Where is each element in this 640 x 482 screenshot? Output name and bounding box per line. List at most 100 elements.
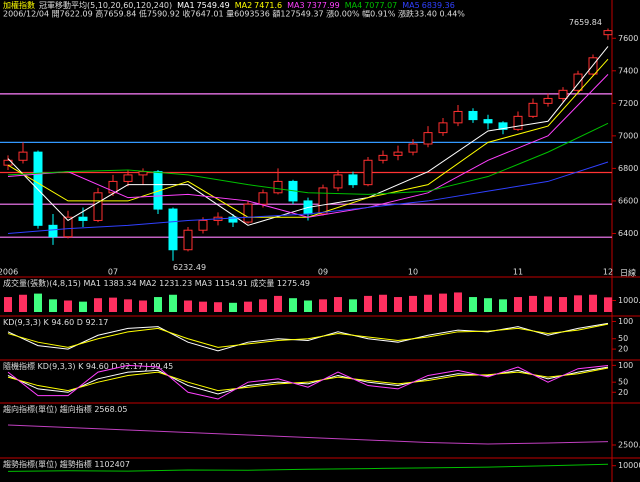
candle-body bbox=[243, 203, 253, 223]
y-tick-label: 7000 bbox=[618, 131, 638, 140]
candle-body bbox=[228, 216, 238, 223]
y-tick-label: 1000000 bbox=[618, 461, 640, 470]
panel-title: KD(9,3,3) K 94.60 D 92.17 bbox=[3, 318, 108, 327]
x-tick-label: 09 bbox=[318, 268, 328, 277]
volume-bar bbox=[484, 298, 492, 312]
volume-bar bbox=[169, 294, 177, 312]
candle-body bbox=[573, 73, 583, 91]
y-tick-label: 7400 bbox=[618, 66, 638, 75]
legend-name: MA5 bbox=[402, 1, 419, 10]
volume-bar bbox=[214, 302, 222, 312]
y-tick-label: 6400 bbox=[618, 229, 638, 238]
volume-bar bbox=[514, 297, 522, 312]
candle-body bbox=[498, 122, 508, 130]
legend-value: 7549.49 bbox=[197, 1, 230, 10]
candle-body bbox=[258, 192, 268, 205]
candle-body bbox=[393, 151, 403, 156]
y-tick-label: 7600 bbox=[618, 34, 638, 43]
x-tick-label: 10 bbox=[408, 268, 418, 277]
candle-body bbox=[468, 110, 478, 121]
volume-bar bbox=[184, 300, 192, 312]
legend-name: MA2 bbox=[235, 1, 252, 10]
candle-body bbox=[423, 132, 433, 145]
candle-body bbox=[453, 110, 463, 124]
volume-bar bbox=[409, 295, 417, 312]
candle-body bbox=[138, 171, 148, 176]
candle-body bbox=[168, 208, 178, 251]
candle-body bbox=[543, 97, 553, 104]
volume-bar bbox=[229, 302, 237, 312]
panel-title: 趨向指標(單位) 趨向指標 2568.05 bbox=[3, 404, 127, 414]
candle-body bbox=[483, 119, 493, 124]
low-annotation: 6232.49 bbox=[173, 263, 206, 272]
candle-body bbox=[378, 154, 388, 161]
candle-body bbox=[108, 180, 118, 194]
series-line bbox=[7, 46, 609, 226]
legend-value: 7077.07 bbox=[364, 1, 397, 10]
subtitle: 冠軍移動平均(5,10,20,60,120,240) bbox=[39, 0, 172, 10]
volume-bar bbox=[19, 294, 27, 312]
panel-title: 成交量(張數)(4,8,15) MA1 1383.34 MA2 1231.23 … bbox=[3, 278, 310, 288]
candle-body bbox=[408, 143, 418, 153]
x-tick-label: 2006 bbox=[0, 268, 18, 277]
series-line bbox=[7, 366, 609, 395]
volume-bar bbox=[79, 301, 87, 312]
y-tick-label: 1000.00 bbox=[618, 296, 640, 305]
candle-body bbox=[363, 159, 373, 186]
volume-bar bbox=[574, 295, 582, 312]
y-tick-label: 50 bbox=[618, 378, 628, 387]
legend-value: 7471.6 bbox=[254, 1, 282, 10]
legend-name: MA4 bbox=[345, 1, 362, 10]
candle-body bbox=[273, 180, 283, 194]
volume-bar bbox=[244, 301, 252, 312]
volume-bar bbox=[124, 299, 132, 312]
series-line bbox=[7, 364, 609, 400]
volume-bar bbox=[529, 295, 537, 312]
candle-body bbox=[198, 219, 208, 231]
candle-body bbox=[333, 174, 343, 189]
y-tick-label: 20 bbox=[618, 345, 628, 354]
volume-bar bbox=[499, 299, 507, 312]
volume-bar bbox=[154, 297, 162, 312]
candle-body bbox=[63, 216, 73, 238]
title-text: 加權指數 bbox=[3, 0, 35, 10]
series-line bbox=[7, 122, 609, 195]
candle-body bbox=[33, 151, 43, 226]
candle-body bbox=[18, 151, 28, 161]
period-label: 日線 bbox=[620, 268, 636, 278]
y-tick-label: 7200 bbox=[618, 99, 638, 108]
legend-name: MA1 bbox=[177, 1, 194, 10]
y-tick-label: 100 bbox=[618, 361, 633, 370]
volume-bar bbox=[334, 297, 342, 312]
candle-body bbox=[318, 187, 328, 215]
y-tick-label: 100 bbox=[618, 317, 633, 326]
volume-bar bbox=[319, 299, 327, 312]
series-line bbox=[7, 463, 609, 472]
series-line bbox=[7, 367, 609, 392]
volume-bar bbox=[544, 296, 552, 312]
y-tick-label: 6800 bbox=[618, 164, 638, 173]
candle-body bbox=[438, 122, 448, 134]
series-line bbox=[7, 424, 609, 445]
legend-value: 6839.36 bbox=[422, 1, 455, 10]
series-line bbox=[7, 74, 609, 218]
panel-title: 隨機指標 KD(9,3,3) K 94.60 D 92.17 J 99.45 bbox=[3, 361, 173, 371]
series-line bbox=[7, 161, 609, 234]
volume-bar bbox=[34, 293, 42, 312]
title-text: 趨勢指標(單位) 趨勢指標 1102407 bbox=[3, 459, 130, 469]
volume-bar bbox=[394, 297, 402, 312]
candle-body bbox=[528, 102, 538, 117]
y-tick-label: 50 bbox=[618, 334, 628, 343]
legend-value: 7377.99 bbox=[307, 1, 340, 10]
y-tick-label: 2500.00 bbox=[618, 441, 640, 450]
candle-body bbox=[348, 174, 358, 186]
y-tick-label: 20 bbox=[618, 388, 628, 397]
volume-bar bbox=[139, 300, 147, 312]
candle-body bbox=[513, 115, 523, 130]
volume-bar bbox=[559, 297, 567, 312]
title-text: KD(9,3,3) K 94.60 D 92.17 bbox=[3, 318, 108, 327]
volume-bar bbox=[274, 295, 282, 312]
x-tick-label: 11 bbox=[513, 268, 523, 277]
volume-bar bbox=[4, 297, 12, 312]
